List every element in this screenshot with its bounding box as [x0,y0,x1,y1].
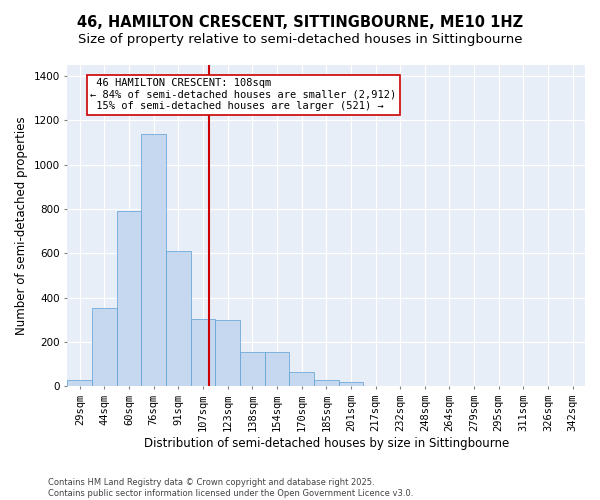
Bar [314,380,338,386]
Bar [117,211,142,386]
Bar [338,382,363,386]
X-axis label: Distribution of semi-detached houses by size in Sittingbourne: Distribution of semi-detached houses by … [143,437,509,450]
Bar [67,380,92,386]
Bar [289,372,314,386]
Bar [142,134,166,386]
Bar [166,251,191,386]
Text: 46 HAMILTON CRESCENT: 108sqm
← 84% of semi-detached houses are smaller (2,912)
 : 46 HAMILTON CRESCENT: 108sqm ← 84% of se… [91,78,397,112]
Text: Size of property relative to semi-detached houses in Sittingbourne: Size of property relative to semi-detach… [78,32,522,46]
Text: Contains HM Land Registry data © Crown copyright and database right 2025.
Contai: Contains HM Land Registry data © Crown c… [48,478,413,498]
Bar [215,320,240,386]
Text: 46, HAMILTON CRESCENT, SITTINGBOURNE, ME10 1HZ: 46, HAMILTON CRESCENT, SITTINGBOURNE, ME… [77,15,523,30]
Bar [240,352,265,386]
Bar [92,308,117,386]
Bar [191,318,215,386]
Y-axis label: Number of semi-detached properties: Number of semi-detached properties [15,116,28,335]
Bar [265,352,289,386]
